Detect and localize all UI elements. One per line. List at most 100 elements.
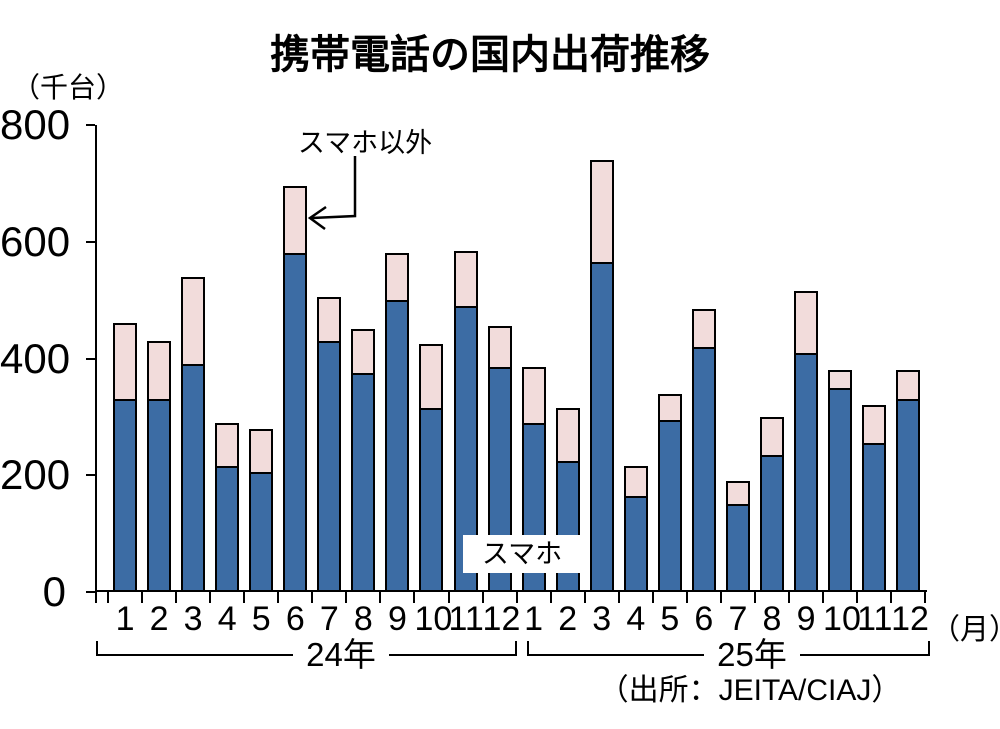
plot-area: 1 2 3 4 5 6 7 8 9 10 11 12 1 2 3 4 5 6 7 8 9 10 11 12 — [86, 124, 929, 636]
bar-segment-smartphone — [657, 419, 682, 592]
bar-segment-smartphone — [794, 352, 819, 592]
x-axis-tick — [753, 592, 756, 603]
bar-segment-smartphone — [215, 466, 240, 592]
bar-segment-non-smartphone — [725, 481, 750, 507]
x-axis-tick — [175, 592, 178, 603]
callout-arrow-icon — [307, 156, 357, 230]
bar-segment-non-smartphone — [555, 408, 580, 463]
chart-title: 携帯電話の国内出荷推移 — [270, 33, 710, 77]
x-axis-month-label: 3 — [183, 600, 203, 638]
bar-segment-smartphone — [589, 262, 614, 592]
bar-segment-non-smartphone — [862, 405, 887, 446]
x-axis-tick — [141, 592, 144, 603]
x-axis-tick — [822, 592, 825, 603]
y-axis-tick — [86, 240, 95, 243]
x-axis-month-label: 7 — [728, 600, 748, 638]
source-label: （出所：JEITA/CIAJ） — [598, 674, 902, 707]
bar-segment-smartphone — [317, 340, 342, 592]
year-bracket-line — [96, 654, 293, 656]
x-axis-tick — [447, 592, 450, 603]
bar-segment-smartphone — [828, 387, 853, 592]
x-axis-month-label: 4 — [626, 600, 646, 638]
x-axis-tick — [311, 592, 314, 603]
y-axis-tick-label: 400 — [0, 334, 71, 382]
bar-segment-smartphone — [691, 346, 716, 592]
bar-segment-non-smartphone — [283, 186, 308, 256]
bar-segment-non-smartphone — [794, 291, 819, 355]
y-axis-unit-label: （千台） — [12, 72, 125, 103]
bar-segment-smartphone — [725, 504, 750, 592]
x-axis-tick — [413, 592, 416, 603]
bar-segment-non-smartphone — [487, 326, 512, 370]
x-axis-unit-label: （月） — [931, 614, 1000, 646]
x-axis-tick — [788, 592, 790, 603]
x-axis-tick — [890, 592, 893, 603]
x-axis-tick — [481, 592, 484, 603]
x-axis-month-label: 6 — [285, 600, 305, 638]
bar-segment-smartphone — [759, 454, 784, 592]
bar-segment-smartphone — [351, 373, 376, 592]
y-axis-tick-label: 200 — [0, 451, 71, 499]
bar-segment-non-smartphone — [249, 428, 274, 475]
bar-segment-non-smartphone — [453, 250, 478, 308]
x-axis-month-label: 5 — [660, 600, 680, 638]
x-axis-tick — [651, 592, 654, 603]
bar-segment-non-smartphone — [351, 329, 376, 376]
x-axis-month-label: 3 — [592, 600, 612, 638]
x-axis-tick — [345, 592, 348, 603]
bar-segment-non-smartphone — [589, 160, 614, 265]
bar-segment-smartphone — [862, 443, 887, 592]
x-axis-tick — [856, 592, 859, 603]
year-bracket-tick — [96, 641, 98, 656]
year-bracket-line — [527, 654, 704, 656]
bar-segment-non-smartphone — [521, 367, 546, 425]
non-smartphone-callout-label: スマホ以外 — [297, 128, 433, 158]
x-axis-tick — [583, 592, 586, 603]
x-axis-tick — [617, 592, 620, 603]
x-axis-month-label: 10 — [823, 600, 861, 638]
x-axis-month-label: 10 — [414, 600, 453, 638]
x-axis-tick — [243, 592, 246, 603]
y-axis-tick — [86, 591, 95, 593]
x-axis-month-label: 1 — [524, 600, 544, 638]
x-axis-tick — [379, 592, 382, 603]
x-axis-month-label: 6 — [694, 600, 714, 638]
x-axis-tick — [209, 592, 212, 603]
bar-segment-smartphone — [181, 364, 206, 592]
x-axis-month-label: 11 — [857, 600, 893, 638]
x-axis-month-label: 7 — [319, 600, 339, 638]
x-axis-month-label: 5 — [251, 600, 271, 638]
year-bracket-tick — [515, 641, 517, 656]
x-axis-month-label: 1 — [115, 600, 135, 638]
bar-segment-non-smartphone — [828, 370, 853, 390]
bar-segment-smartphone — [385, 300, 410, 592]
bar-segment-non-smartphone — [623, 466, 648, 498]
x-axis-month-label: 2 — [149, 600, 169, 638]
bar-segment-smartphone — [113, 399, 138, 592]
year-bracket-line — [800, 654, 930, 656]
year-bracket-tick — [527, 641, 529, 656]
bar-segment-non-smartphone — [419, 343, 444, 411]
x-axis-month-label: 9 — [387, 600, 407, 638]
y-axis-tick-label: 0 — [42, 568, 66, 615]
bar-segment-smartphone — [147, 399, 172, 592]
year-bracket-tick — [928, 641, 930, 656]
bar-segment-smartphone — [249, 472, 274, 592]
bar-segment-non-smartphone — [691, 308, 716, 349]
bar-segment-non-smartphone — [657, 393, 682, 422]
bar-segment-non-smartphone — [147, 340, 172, 402]
x-axis-month-label: 8 — [762, 600, 782, 638]
x-axis-month-label: 9 — [796, 600, 816, 638]
bar-segment-non-smartphone — [896, 370, 921, 402]
y-axis-tick — [86, 474, 95, 477]
x-axis-month-label: 12 — [482, 600, 521, 638]
bar-segment-non-smartphone — [181, 276, 206, 367]
bar-segment-smartphone — [419, 408, 444, 592]
bar-segment-smartphone — [896, 399, 921, 592]
x-axis-month-label: 2 — [558, 600, 578, 638]
bar-segment-non-smartphone — [215, 422, 240, 469]
y-axis-tick-label: 600 — [0, 217, 71, 265]
x-axis-tick — [719, 592, 722, 603]
year-bracket-line — [389, 654, 517, 656]
